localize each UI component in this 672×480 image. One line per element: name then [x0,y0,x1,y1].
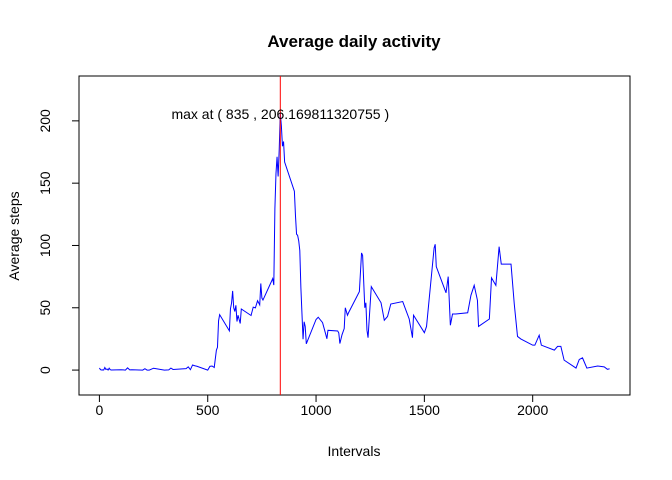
x-tick-label: 2000 [517,402,548,418]
y-tick-label: 150 [37,171,53,195]
y-tick-label: 0 [37,366,53,374]
x-tick-label: 500 [196,402,220,418]
y-axis-label: Average steps [6,191,22,280]
y-tick-label: 200 [37,109,53,133]
x-axis-label: Intervals [328,443,381,459]
y-tick-label: 100 [37,234,53,258]
data-line [98,113,610,371]
x-tick-label: 1000 [300,402,331,418]
x-tick-label: 1500 [409,402,440,418]
chart-title: Average daily activity [267,32,441,51]
y-tick-label: 50 [37,300,53,316]
x-tick-label: 0 [96,402,104,418]
annotation: max at ( 835 , 206.169811320755 ) [171,106,389,122]
